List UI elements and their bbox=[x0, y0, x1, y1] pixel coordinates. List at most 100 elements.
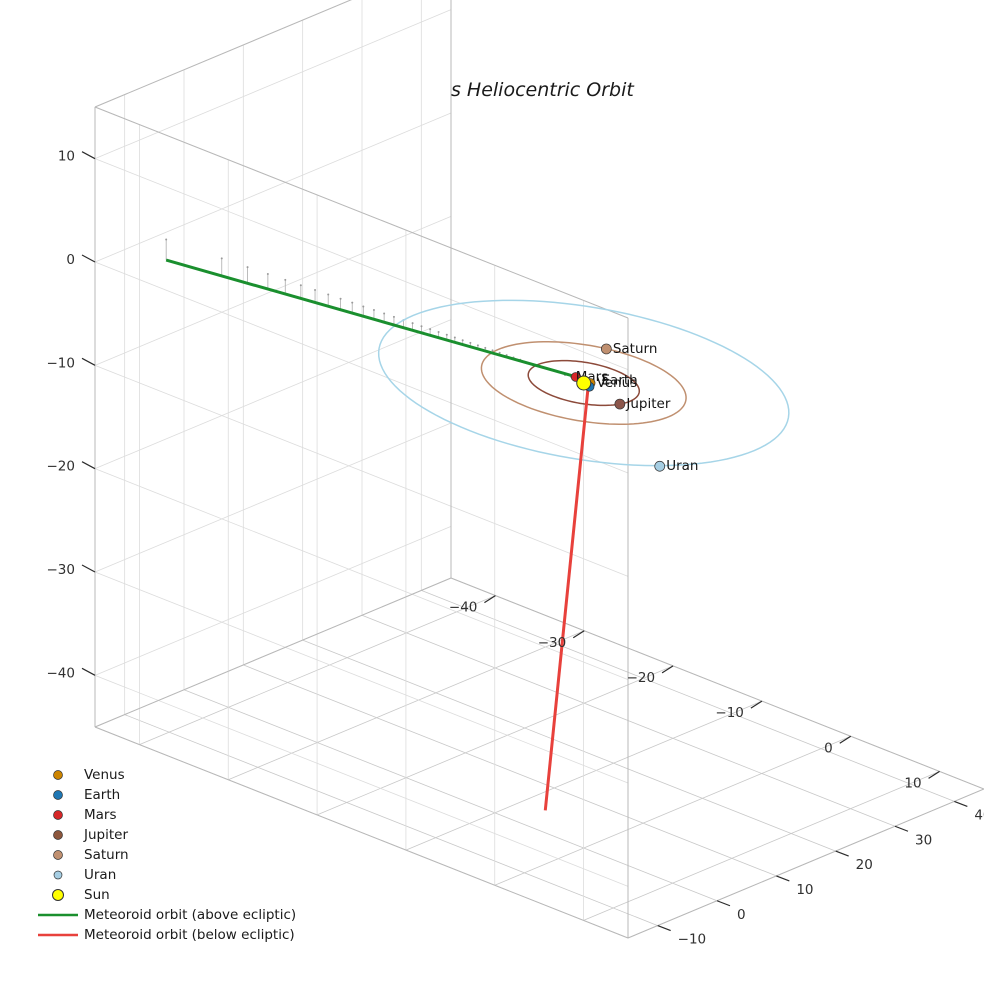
tick-label: 0 bbox=[737, 907, 746, 923]
stem-endpoint bbox=[362, 305, 365, 308]
trajectory-above-ecliptic bbox=[165, 258, 590, 382]
legend-label: Jupiter bbox=[83, 827, 128, 843]
stem-endpoint bbox=[445, 333, 448, 336]
tick-mark bbox=[81, 667, 96, 676]
tick-label: 10 bbox=[58, 149, 75, 165]
axis-ticks: −40 −30 −20 −10 0 10 −10 0 10 20 30 40 −40 −30 −20 −10 0… bbox=[47, 149, 984, 948]
legend-item: Mars bbox=[53, 807, 117, 823]
stem-endpoint bbox=[327, 293, 330, 296]
legend: Venus Earth Mars Jupiter Saturn Uran Sun Meteor… bbox=[38, 767, 296, 943]
tick-label: 0 bbox=[824, 740, 833, 756]
tick-label: −10 bbox=[47, 355, 76, 371]
tick-label: −40 bbox=[449, 600, 478, 616]
stem-endpoint bbox=[453, 336, 456, 339]
stem-endpoint bbox=[351, 301, 354, 304]
tick-mark bbox=[776, 875, 790, 882]
stem-endpoint bbox=[165, 238, 168, 241]
legend-marker-earth bbox=[53, 790, 63, 800]
stem-endpoint bbox=[491, 349, 494, 352]
legend-item: Sun bbox=[52, 887, 110, 903]
tick-label: −10 bbox=[678, 932, 707, 948]
tick-mark bbox=[81, 357, 96, 366]
stem-endpoint bbox=[246, 266, 249, 269]
tick-label: −30 bbox=[538, 635, 567, 651]
tick-label: 0 bbox=[66, 252, 75, 268]
tick-mark bbox=[484, 595, 496, 604]
legend-label: Sun bbox=[84, 887, 110, 903]
legend-item: Saturn bbox=[53, 847, 129, 863]
stem-endpoint bbox=[411, 322, 414, 325]
legend-marker-mars bbox=[53, 810, 63, 820]
stem-endpoint bbox=[284, 278, 287, 281]
legend-marker-venus bbox=[53, 770, 63, 780]
stem-endpoint bbox=[220, 257, 223, 260]
stem-endpoint bbox=[420, 325, 423, 328]
legend-item: Meteoroid orbit (below ecliptic) bbox=[38, 927, 295, 943]
body-label-jupiter: Jupiter bbox=[625, 396, 670, 412]
stem-endpoint bbox=[498, 351, 501, 354]
tick-mark bbox=[839, 735, 852, 744]
tick-label: 10 bbox=[904, 775, 921, 791]
legend-label: Earth bbox=[84, 787, 120, 803]
legend-marker-saturn bbox=[53, 850, 63, 860]
tick-mark bbox=[716, 900, 731, 907]
body-label-uran: Uran bbox=[666, 458, 698, 474]
tick-mark bbox=[81, 564, 96, 573]
legend-item: Earth bbox=[53, 787, 120, 803]
stem-endpoint bbox=[383, 312, 386, 315]
tick-mark bbox=[894, 825, 909, 832]
body-marker-sun bbox=[576, 375, 592, 391]
tick-label: −20 bbox=[627, 670, 656, 686]
tick-mark bbox=[750, 700, 763, 709]
stem-endpoint bbox=[392, 315, 395, 318]
tick-mark bbox=[81, 254, 96, 263]
legend-item: Jupiter bbox=[53, 827, 128, 843]
tick-label: −30 bbox=[47, 562, 76, 578]
stem-endpoint bbox=[469, 341, 472, 344]
legend-label: Meteoroid orbit (below ecliptic) bbox=[84, 927, 295, 943]
legend-label: Venus bbox=[84, 767, 125, 783]
tick-label: −40 bbox=[47, 665, 76, 681]
legend-label: Saturn bbox=[84, 847, 129, 863]
legend-item: Venus bbox=[53, 767, 125, 783]
tick-label: 40 bbox=[974, 807, 984, 823]
legend-marker-sun bbox=[52, 889, 64, 901]
stem-endpoint bbox=[266, 272, 269, 275]
legend-item: Meteoroid orbit (above ecliptic) bbox=[38, 907, 296, 923]
tick-label: 30 bbox=[915, 832, 932, 848]
tick-mark bbox=[81, 461, 96, 470]
body-label-earth: Earth bbox=[602, 373, 638, 389]
body-marker-jupiter bbox=[614, 398, 626, 410]
stem-endpoint bbox=[484, 346, 487, 349]
axis-spines bbox=[94, 0, 984, 939]
tick-mark bbox=[661, 665, 674, 674]
stem-endpoint bbox=[314, 289, 317, 292]
tick-mark bbox=[954, 800, 968, 807]
tick-mark bbox=[657, 925, 671, 932]
stem-endpoint bbox=[339, 297, 342, 300]
tick-mark bbox=[928, 770, 940, 779]
trajectory-below-ecliptic bbox=[543, 380, 591, 811]
meteoroid-trajectory bbox=[165, 258, 591, 811]
legend-label: Meteoroid orbit (above ecliptic) bbox=[84, 907, 296, 923]
stem-endpoint bbox=[476, 344, 479, 347]
stem-endpoint bbox=[429, 328, 432, 331]
tick-mark bbox=[81, 151, 96, 160]
stem-endpoint bbox=[372, 309, 375, 312]
stem-endpoint bbox=[299, 284, 302, 287]
legend-marker-uran bbox=[53, 870, 63, 880]
tick-label: −20 bbox=[47, 459, 76, 475]
tick-mark bbox=[835, 850, 849, 857]
legend-label: Mars bbox=[84, 807, 117, 823]
legend-marker-jupiter bbox=[53, 830, 63, 840]
tick-label: 10 bbox=[796, 882, 813, 898]
stem-endpoint bbox=[461, 339, 464, 342]
legend-item: Uran bbox=[53, 867, 116, 883]
orbit-ellipse-saturn bbox=[480, 341, 687, 425]
tick-label: 20 bbox=[856, 857, 873, 873]
orbit-ellipse-uran bbox=[377, 299, 790, 467]
tick-mark bbox=[572, 630, 585, 639]
body-marker-uran bbox=[654, 460, 666, 472]
